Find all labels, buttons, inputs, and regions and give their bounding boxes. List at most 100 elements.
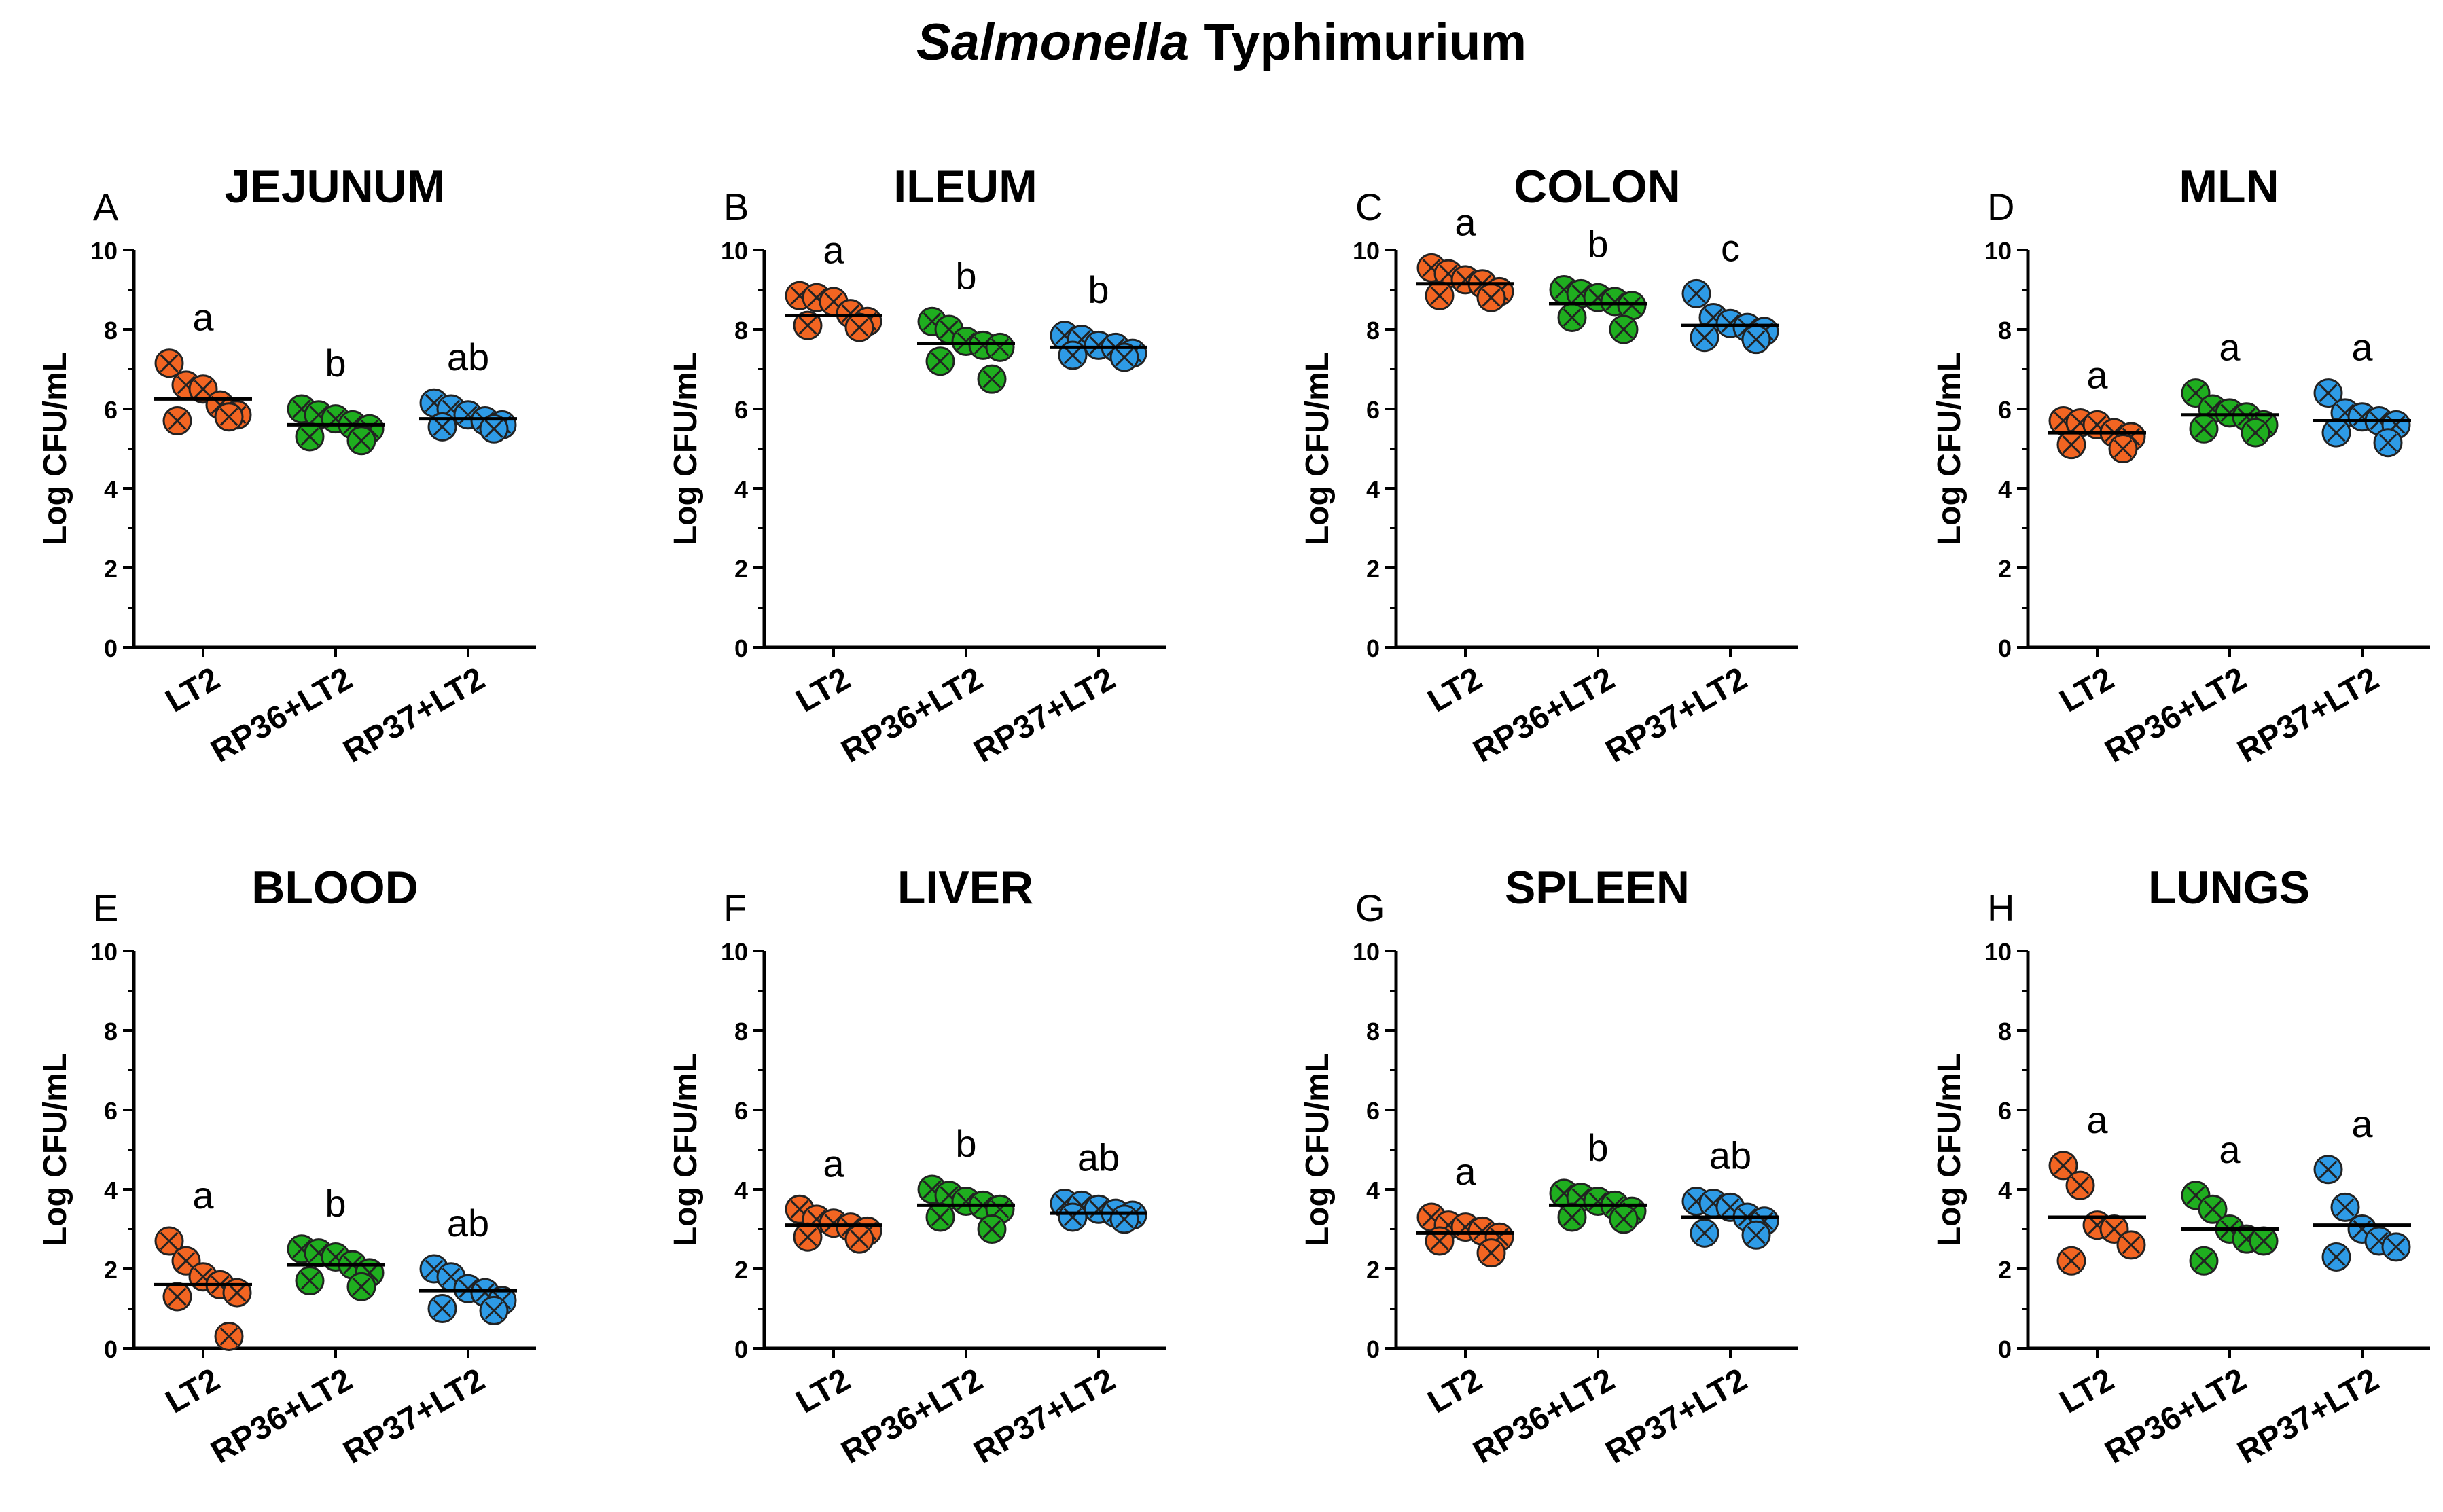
data-point-cross [292,399,311,418]
data-point-cross [352,431,371,450]
data-point-cross [1473,1221,1492,1240]
significance-letter: a [2351,326,2373,369]
y-tick-label: 10 [90,237,118,265]
data-point-cross [2186,1186,2205,1205]
y-tick-label: 10 [721,237,748,265]
x-tick-label: RP37+LT2 [1600,1362,1753,1471]
data-point-cross [1439,264,1458,283]
data-point-cross [1571,1188,1590,1207]
y-tick-label: 8 [1366,317,1380,344]
panel-b: B ILEUM Log CFU/mL 0 2 4 6 8 10 LT2 a RP36+LT2 b RP37… [668,161,1166,770]
y-tick-label: 8 [104,317,118,344]
data-point-cross [476,1283,495,1302]
data-point-cross [2327,1247,2346,1266]
y-tick-label: 6 [1366,396,1380,424]
y-tick-label: 2 [734,555,748,583]
y-tick-label: 10 [1353,938,1380,966]
data-point-cross [931,352,950,371]
data-point [2189,1246,2219,1276]
x-tick-label: LT2 [160,661,226,720]
panel-title: LIVER [897,862,1033,914]
data-point [1617,291,1647,321]
data-point-cross [160,354,179,373]
data-point [925,346,955,376]
panel-letter: E [93,886,118,929]
data-point-cross [326,1247,345,1266]
significance-letter: b [955,254,976,297]
data-point-cross [1695,328,1714,347]
significance-letter: a [2219,1128,2241,1171]
data-point [346,426,376,456]
data-point [1058,1202,1088,1232]
data-point [1109,342,1139,372]
x-tick-label: RP36+LT2 [1467,661,1621,770]
y-tick-label: 0 [1366,634,1380,662]
y-tick-label: 8 [1998,317,2012,344]
data-point-cross [957,332,976,351]
figure-title: Salmonella Typhimurium [916,14,1527,71]
x-tick-label: RP36+LT2 [2099,661,2253,770]
data-point-cross [1605,292,1624,311]
panel-title: BLOOD [251,862,418,914]
data-point-cross [1055,326,1074,345]
y-tick-label: 8 [104,1018,118,1045]
y-tick-label: 0 [104,1335,118,1363]
data-point [793,310,823,340]
data-point-cross [433,1299,452,1318]
data-point-cross [1695,1223,1714,1242]
x-tick-label: LT2 [160,1362,226,1421]
data-point [1557,1202,1587,1232]
data-point-cross [168,412,187,431]
panel-a: A JEJUNUM Log CFU/mL 0 2 4 6 8 10 LT2 a RP36+LT2 b RP… [37,161,536,770]
x-tick-label: RP37+LT2 [2232,661,2385,770]
data-point-cross [824,292,843,311]
panel-letter: B [724,185,749,228]
data-point [1557,302,1587,332]
data-point [1741,1220,1771,1250]
data-point-cross [1063,346,1082,365]
data-point [154,348,184,378]
data-point-cross [300,1272,319,1291]
data-point-cross [790,1200,809,1219]
y-tick-label: 6 [734,396,748,424]
data-point-cross [160,1231,179,1250]
data-point-cross [1563,1208,1582,1227]
x-tick-label: LT2 [790,661,856,720]
data-point-cross [982,1220,1001,1238]
y-tick-label: 10 [1984,237,2012,265]
data-point [1690,1218,1719,1248]
data-point-cross [2194,1251,2213,1270]
significance-letter: a [2086,1098,2108,1141]
data-point [2249,1226,2279,1256]
data-point-cross [2088,1216,2107,1235]
y-tick-label: 6 [104,396,118,424]
data-point [977,1214,1007,1244]
data-point-cross [2220,403,2239,422]
data-point-cross [2114,439,2133,458]
significance-letter: ab [1709,1134,1751,1177]
data-point-cross [219,1327,238,1346]
panels-container: A JEJUNUM Log CFU/mL 0 2 4 6 8 10 LT2 a RP36+LT2 b RP… [37,161,2430,1471]
data-point [1425,281,1455,310]
figure-title-italic: Salmonella [916,14,1189,71]
significance-letter: ab [447,1202,489,1244]
data-point-cross [1554,1184,1573,1203]
y-tick-label: 6 [734,1097,748,1125]
data-point-cross [2246,423,2265,442]
data-point [1476,283,1506,312]
data-point [214,1321,244,1351]
data-point [479,414,509,444]
x-tick-label: RP36+LT2 [205,1362,359,1471]
significance-letter: a [823,228,844,271]
data-point-cross [1482,288,1501,307]
x-tick-label: RP37+LT2 [338,661,491,770]
data-point-cross [2062,435,2081,454]
panel-c: C COLON Log CFU/mL 0 2 4 6 8 10 LT2 a RP36+LT2 b RP37… [1300,161,1798,770]
data-point [2313,378,2343,408]
y-tick-label: 6 [1998,1097,2012,1125]
data-point-cross [1687,284,1706,303]
data-point-cross [2319,384,2338,403]
y-axis-label: Log CFU/mL [1931,1053,1967,1246]
data-point-cross [2378,433,2397,452]
data-point-cross [2062,1251,2081,1270]
